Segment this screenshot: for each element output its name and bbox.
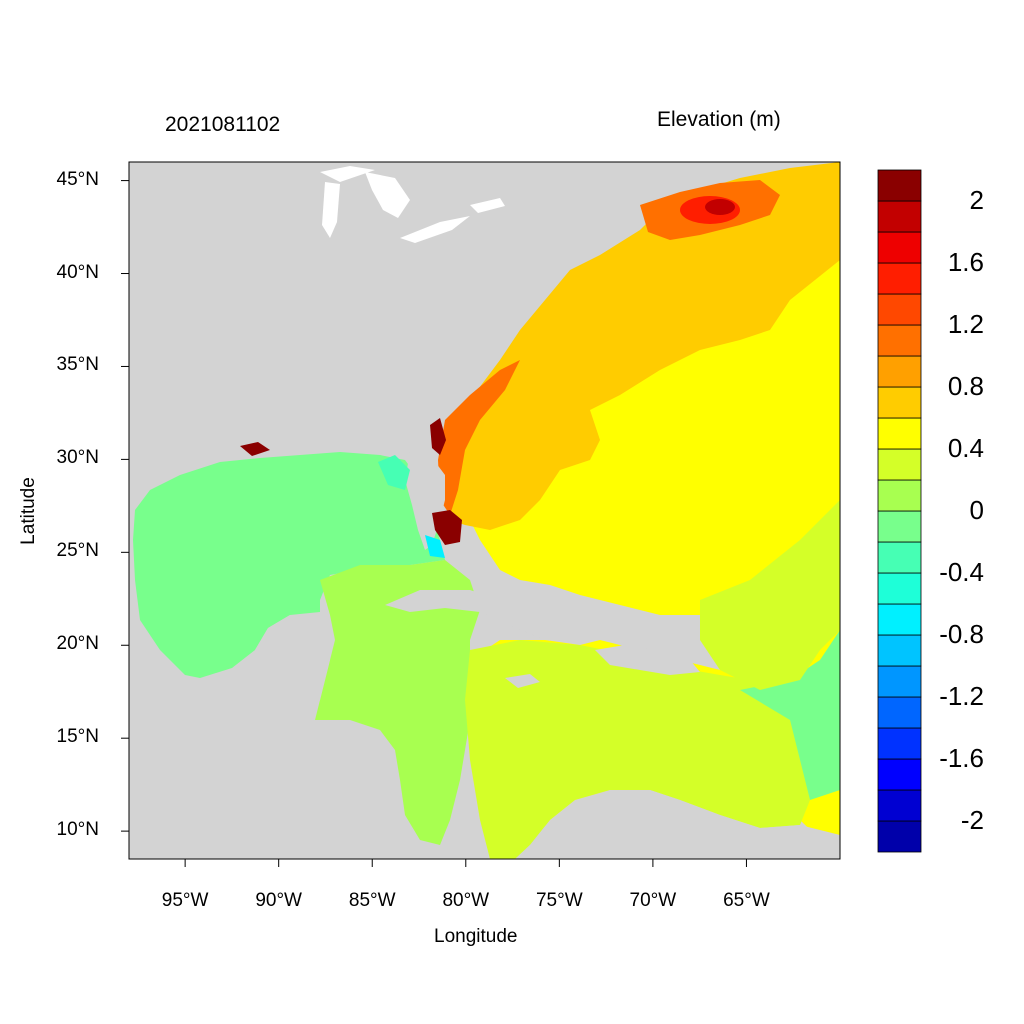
colorbar-label: -0.8 — [939, 619, 984, 649]
x-tick-label: 85°W — [348, 890, 396, 911]
map-title-variable: Elevation (m) — [657, 108, 781, 131]
colorbar-label: -0.4 — [939, 557, 984, 587]
colorbar-label: -1.2 — [939, 681, 984, 711]
colorbar-swatch — [877, 665, 922, 698]
jamaica-island — [505, 674, 540, 688]
surge-georgia — [430, 418, 446, 455]
colorbar-swatch — [877, 324, 922, 357]
map-layer — [129, 162, 840, 859]
y-tick-label: 40°N — [56, 261, 99, 283]
surge-louisiana — [240, 442, 270, 456]
colorbar-swatch — [877, 293, 922, 326]
colorbar-swatch — [877, 355, 922, 388]
gulf-of-maine-peak — [705, 199, 735, 215]
y-tick-label: 35°N — [56, 354, 99, 376]
y-tick-label: 30°N — [56, 447, 99, 469]
colorbar-swatch — [877, 262, 922, 295]
continental-shelf-field — [445, 162, 840, 530]
y-tick-label: 15°N — [56, 726, 99, 748]
negative-anomaly-keys — [425, 535, 445, 558]
x-tick-label: 65°W — [723, 890, 770, 911]
colorbar — [877, 169, 922, 853]
lake-superior — [320, 166, 375, 182]
colorbar-label: -2 — [960, 805, 984, 835]
colorbar-swatch — [877, 820, 922, 853]
colorbar-swatch — [877, 169, 922, 202]
colorbar-swatch — [877, 510, 922, 543]
hispaniola-island — [595, 645, 700, 675]
lake-michigan — [322, 182, 340, 238]
x-axis-ticks — [184, 859, 747, 867]
y-tick-label: 25°N — [56, 540, 99, 562]
yucatan-peninsula — [255, 612, 332, 725]
cuba-island — [385, 590, 600, 645]
x-tick-label: 95°W — [161, 890, 209, 911]
colorbar-label: 0 — [969, 495, 984, 525]
lake-huron — [365, 172, 410, 218]
lake-ontario — [470, 198, 505, 213]
x-tick-label: 70°W — [629, 890, 677, 911]
surge-florida — [432, 510, 462, 545]
y-axis-title: Latitude — [17, 477, 39, 545]
colorbar-swatch — [877, 417, 922, 450]
eastern-caribbean-field — [740, 630, 840, 800]
colorbar-swatch — [877, 386, 922, 419]
y-axis-ticks — [121, 180, 129, 832]
colorbar-swatch — [877, 696, 922, 729]
map-title-date: 2021081102 — [165, 113, 281, 136]
y-tick-label: 20°N — [56, 633, 99, 655]
colorbar-label: 2 — [969, 185, 984, 215]
y-tick-label: 45°N — [56, 168, 99, 190]
colorbar-label: 0.8 — [947, 371, 984, 401]
colorbar-swatch — [877, 541, 922, 574]
south-america-coast — [515, 790, 840, 859]
lake-erie — [400, 216, 470, 243]
colorbar-swatch — [877, 634, 922, 667]
central-caribbean-field — [465, 640, 810, 859]
colorbar-swatch — [877, 758, 922, 791]
y-tick-label: 10°N — [56, 819, 99, 841]
colorbar-swatch — [877, 603, 922, 636]
negative-anomaly-florida — [378, 455, 410, 490]
colorbar-label: 1.2 — [947, 309, 984, 339]
x-axis-title: Longitude — [434, 926, 518, 947]
colorbar-swatch — [877, 789, 922, 822]
plot-frame — [128, 161, 841, 860]
southeast-coastal-field — [438, 360, 520, 515]
colorbar-label: -1.6 — [939, 743, 984, 773]
colorbar-swatch — [877, 231, 922, 264]
x-tick-label: 90°W — [255, 890, 302, 911]
x-tick-label: 80°W — [442, 890, 490, 911]
south-atlantic-field — [700, 500, 840, 690]
western-caribbean-field — [315, 560, 480, 845]
colorbar-swatch — [877, 727, 922, 760]
colorbar-label: 0.4 — [947, 433, 984, 463]
gulf-of-mexico-field — [133, 452, 445, 678]
colorbar-label: 1.6 — [947, 247, 984, 277]
x-tick-label: 75°W — [535, 890, 583, 911]
colorbar-swatch — [877, 572, 922, 605]
